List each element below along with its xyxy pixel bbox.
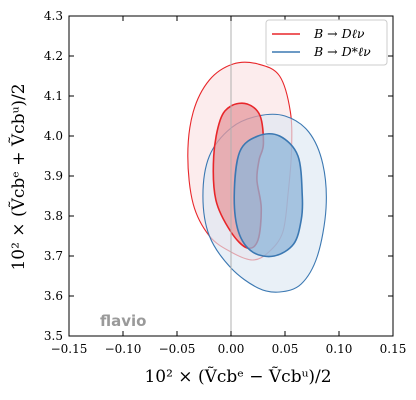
y-axis-label: 10² × (Ṽcbᵉ + Ṽcbᵘ)/2 (8, 83, 29, 270)
y-tick-label: 3.6 (44, 289, 63, 303)
y-axis-ticks: 3.5 3.6 3.7 3.8 3.9 4.0 4.1 4.2 4.3 (44, 9, 393, 343)
y-tick-label: 4.0 (44, 129, 63, 143)
x-tick-label: −0.15 (51, 342, 88, 356)
legend-box (265, 19, 388, 66)
legend-label-b-to-dstar: B → D*ℓν (313, 44, 371, 59)
legend: B → Dℓν B → D*ℓν (265, 19, 388, 66)
x-tick-label: 0.05 (272, 342, 299, 356)
y-tick-label: 3.5 (44, 329, 63, 343)
watermark-flavio: flavio (100, 312, 146, 330)
y-tick-label: 3.9 (44, 169, 63, 183)
legend-label-b-to-d: B → Dℓν (313, 26, 365, 41)
x-axis-label: 10² × (Ṽcbᵉ − Ṽcbᵘ)/2 (144, 366, 331, 387)
contour-layer (187, 61, 327, 293)
x-tick-label: 0.00 (218, 342, 245, 356)
y-tick-label: 4.3 (44, 9, 63, 23)
y-tick-label: 4.1 (44, 89, 63, 103)
x-tick-label: 0.10 (326, 342, 353, 356)
x-axis-ticks: −0.15 −0.10 −0.05 0.00 0.05 0.10 0.15 (51, 16, 407, 356)
y-tick-label: 3.7 (44, 249, 63, 263)
y-tick-label: 4.2 (44, 49, 63, 63)
x-tick-label: −0.10 (105, 342, 142, 356)
y-tick-label: 3.8 (44, 209, 63, 223)
contour-b-to-dstar-1sigma (233, 132, 304, 258)
x-tick-label: 0.15 (380, 342, 407, 356)
x-tick-label: −0.05 (159, 342, 196, 356)
